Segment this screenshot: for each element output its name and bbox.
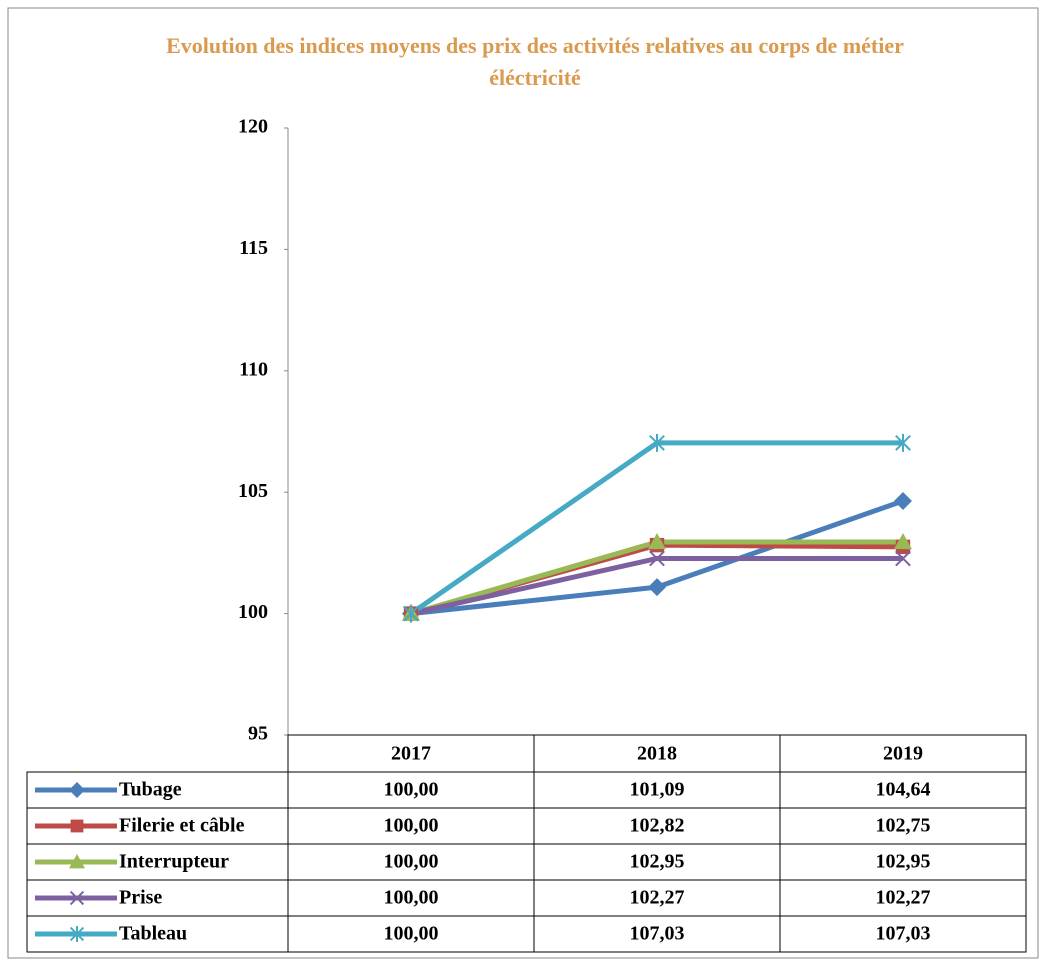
- marker-shape: [648, 578, 666, 597]
- y-tick-label: 110: [239, 358, 268, 380]
- marker-shape: [649, 433, 665, 452]
- chart-title: Evolution des indices moyens des prix de…: [166, 33, 904, 90]
- marker: [894, 532, 912, 550]
- marker-shape: [69, 782, 85, 798]
- marker-shape: [895, 433, 911, 452]
- x-tick-label: 2019: [883, 743, 923, 765]
- marker-shape: [895, 550, 911, 567]
- marker-shape: [70, 819, 84, 833]
- marker: [895, 433, 911, 452]
- y-tick-label: 100: [238, 601, 268, 623]
- table-value: 102,27: [876, 887, 931, 909]
- table-value: 107,03: [630, 923, 685, 945]
- marker: [403, 604, 419, 623]
- table-value: 102,95: [630, 851, 685, 873]
- marker: [648, 578, 666, 597]
- chart-border: [7, 7, 1039, 959]
- marker: [69, 854, 85, 869]
- marker: [69, 890, 85, 906]
- table-value: 102,75: [876, 815, 931, 837]
- marker: [648, 532, 666, 550]
- marker: [649, 433, 665, 452]
- marker: [69, 926, 85, 942]
- marker-shape: [649, 550, 665, 567]
- marker-shape: [894, 491, 912, 510]
- y-tick-label: 105: [238, 480, 268, 502]
- legend-label: Interrupteur: [119, 851, 229, 873]
- table-value: 100,00: [384, 779, 439, 801]
- table-value: 102,27: [630, 887, 685, 909]
- marker-shape: [894, 532, 912, 550]
- table-value: 102,95: [876, 851, 931, 873]
- y-tick-label: 120: [238, 116, 268, 138]
- legend-label: Tableau: [119, 923, 187, 945]
- marker: [70, 819, 84, 833]
- marker-shape: [69, 854, 85, 869]
- marker-shape: [69, 926, 85, 942]
- y-tick-label: 115: [239, 237, 268, 259]
- marker-shape: [648, 532, 666, 550]
- x-tick-label: 2017: [391, 743, 431, 765]
- x-tick-label: 2018: [637, 743, 677, 765]
- legend-label: Filerie et câble: [119, 815, 245, 837]
- table-value: 107,03: [876, 923, 931, 945]
- table-value: 100,00: [384, 923, 439, 945]
- table-value: 104,64: [876, 779, 931, 801]
- marker: [895, 550, 911, 567]
- marker: [69, 782, 85, 798]
- table-value: 102,82: [630, 815, 685, 837]
- marker: [894, 491, 912, 510]
- legend-label: Prise: [119, 887, 162, 909]
- marker-shape: [403, 604, 419, 623]
- marker: [649, 550, 665, 567]
- y-tick-label: 95: [248, 723, 268, 745]
- marker-shape: [69, 890, 85, 906]
- table-row: [26, 915, 1027, 953]
- table-value: 100,00: [384, 851, 439, 873]
- table-value: 100,00: [384, 815, 439, 837]
- table-value: 101,09: [630, 779, 685, 801]
- table-value: 100,00: [384, 887, 439, 909]
- series-line: [410, 539, 903, 617]
- legend-label: Tubage: [119, 779, 182, 801]
